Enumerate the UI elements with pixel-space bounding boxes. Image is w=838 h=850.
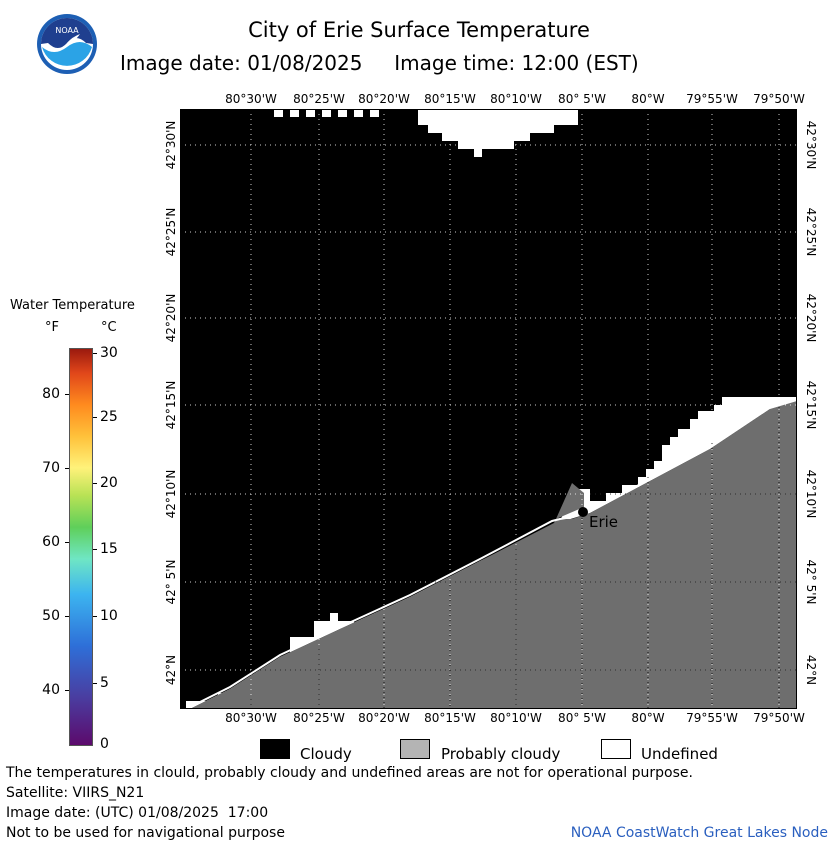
right-tick: 42° 5'N — [804, 559, 818, 605]
fahrenheit-tick: 40 — [42, 682, 60, 698]
key-swatch-probably-cloudy — [400, 739, 430, 759]
fahrenheit-tick: 80 — [42, 386, 60, 402]
undefined-dots-top — [274, 109, 379, 117]
bar-tick — [65, 394, 69, 395]
unit-fahrenheit: °F — [45, 320, 59, 335]
celsius-tick: 10 — [100, 608, 118, 624]
key-swatch-undefined — [601, 739, 631, 759]
fahrenheit-tick: 70 — [42, 460, 60, 476]
top-tick: 79°50'W — [753, 92, 805, 106]
left-tick: 42°15'N — [164, 380, 178, 430]
satellite-text: Satellite: VIIRS_N21 — [6, 785, 145, 801]
celsius-tick: 30 — [100, 345, 118, 361]
bottom-tick: 80°15'W — [424, 711, 476, 725]
bar-tick — [93, 683, 97, 684]
temperature-colorbar — [69, 348, 93, 746]
fahrenheit-tick: 50 — [42, 608, 60, 624]
key-swatch-cloudy — [260, 739, 290, 759]
celsius-tick: 5 — [100, 675, 109, 691]
navigation-note: Not to be used for navigational purpose — [6, 825, 285, 841]
top-tick: 80°15'W — [424, 92, 476, 106]
bar-tick — [93, 549, 97, 550]
noaa-logo: NOAA — [36, 13, 98, 75]
bottom-tick: 79°55'W — [686, 711, 738, 725]
right-tick: 42°30'N — [804, 120, 818, 170]
bar-tick — [65, 468, 69, 469]
bottom-tick: 80° 5'W — [558, 711, 606, 725]
key-label-probably-cloudy: Probably cloudy — [441, 745, 561, 763]
erie-city-marker — [578, 507, 588, 517]
undefined-area-top — [418, 109, 578, 157]
top-tick: 80°10'W — [490, 92, 542, 106]
graticule-on-gray — [250, 407, 797, 709]
right-tick: 42°N — [804, 654, 818, 686]
celsius-tick: 0 — [100, 736, 109, 752]
fahrenheit-tick: 60 — [42, 534, 60, 550]
left-tick: 42°25'N — [164, 207, 178, 257]
noaa-logo-icon: NOAA — [37, 14, 97, 74]
left-tick: 42°N — [164, 654, 178, 686]
left-tick: 42°20'N — [164, 293, 178, 343]
legend-title: Water Temperature — [10, 298, 135, 313]
bottom-tick: 80°25'W — [293, 711, 345, 725]
image-datetime: Image date: 01/08/2025 Image time: 12:00… — [120, 51, 639, 75]
shoreline-outline — [186, 398, 797, 708]
top-tick: 80°20'W — [358, 92, 410, 106]
disclaimer-text: The temperatures in clould, probably clo… — [6, 765, 693, 781]
image-date: Image date: 01/08/2025 — [120, 51, 363, 75]
key-label-cloudy: Cloudy — [300, 745, 352, 763]
bottom-tick: 80°W — [631, 711, 665, 725]
bar-tick — [93, 353, 97, 354]
celsius-tick: 15 — [100, 541, 118, 557]
bottom-tick: 79°50'W — [753, 711, 805, 725]
bar-tick — [93, 417, 97, 418]
top-tick: 80°W — [631, 92, 665, 106]
bar-tick — [93, 616, 97, 617]
bottom-tick: 80°20'W — [358, 711, 410, 725]
bottom-tick: 80°10'W — [490, 711, 542, 725]
bar-tick — [65, 616, 69, 617]
left-tick: 42°10'N — [164, 469, 178, 519]
city-label: Erie — [589, 513, 619, 531]
probably-cloudy-area — [186, 401, 797, 709]
probably-cloudy-spit — [556, 483, 584, 519]
credit-text: NOAA CoastWatch Great Lakes Node — [570, 825, 828, 841]
bar-tick — [65, 690, 69, 691]
top-tick: 80° 5'W — [558, 92, 606, 106]
celsius-tick: 25 — [100, 409, 118, 425]
right-tick: 42°10'N — [804, 469, 818, 519]
left-tick: 42° 5'N — [164, 559, 178, 605]
bar-tick — [93, 483, 97, 484]
left-tick: 42°30'N — [164, 120, 178, 170]
bar-tick — [65, 542, 69, 543]
celsius-tick: 20 — [100, 475, 118, 491]
image-time: Image time: 12:00 (EST) — [394, 51, 639, 75]
undefined-area-shore — [186, 397, 797, 709]
top-tick: 80°30'W — [225, 92, 277, 106]
unit-celsius: °C — [101, 320, 117, 335]
top-tick: 79°55'W — [686, 92, 738, 106]
page-title: City of Erie Surface Temperature — [248, 18, 590, 42]
map-panel — [180, 109, 797, 709]
logo-text: NOAA — [55, 26, 79, 35]
top-tick: 80°25'W — [293, 92, 345, 106]
right-tick: 42°25'N — [804, 207, 818, 257]
right-tick: 42°20'N — [804, 293, 818, 343]
bottom-tick: 80°30'W — [225, 711, 277, 725]
key-label-undefined: Undefined — [641, 745, 718, 763]
right-tick: 42°15'N — [804, 380, 818, 430]
utc-date-text: Image date: (UTC) 01/08/2025 17:00 — [6, 805, 269, 821]
